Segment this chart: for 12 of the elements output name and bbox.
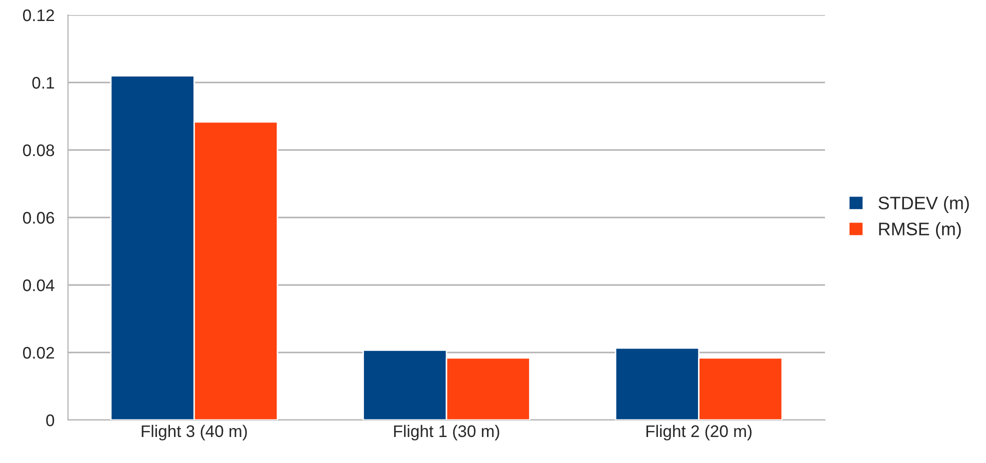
y-tick-label: 0.08	[23, 144, 54, 156]
y-tick-label: 0	[46, 414, 54, 426]
y-tick-label: 0.04	[23, 279, 54, 292]
legend-label: RMSE (m)	[879, 222, 961, 239]
y-tick-label: 0.06	[23, 212, 54, 224]
y-tick-label: 0.02	[23, 346, 54, 359]
x-tick-label: Flight 3 (40 m)	[142, 424, 247, 440]
x-tick-label: Flight 1 (30 m)	[394, 424, 500, 440]
y-tick-label: 0.1	[32, 76, 54, 89]
y-tick-label: 0.12	[23, 9, 54, 22]
legend-label: STDEV (m)	[878, 196, 969, 213]
x-tick-label: Flight 2 (20 m)	[646, 424, 752, 440]
